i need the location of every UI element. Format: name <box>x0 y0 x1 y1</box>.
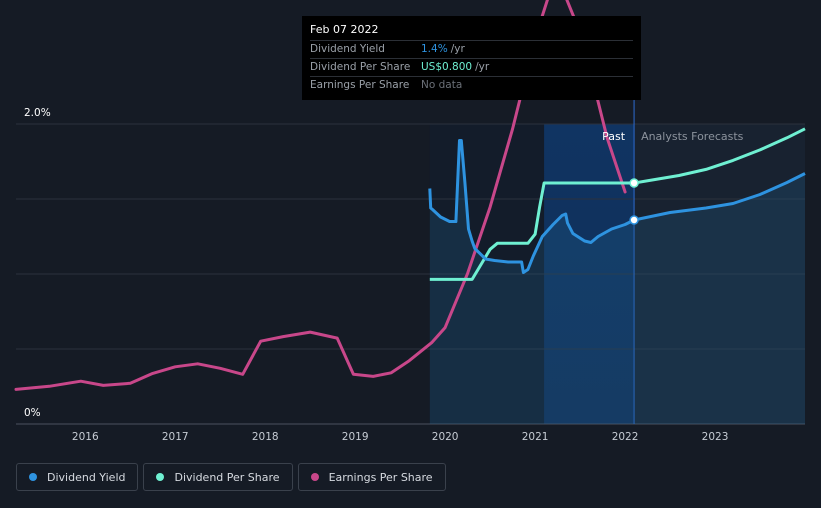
x-tick-label: 2016 <box>72 431 99 443</box>
tooltip-label: Dividend Yield <box>310 43 385 55</box>
tooltip-row-dividend-yield: Dividend Yield 1.4% /yr <box>310 40 633 58</box>
legend: Dividend Yield Dividend Per Share Earnin… <box>16 463 446 491</box>
tooltip-unit: /yr <box>475 61 490 73</box>
tooltip: Feb 07 2022 Dividend Yield 1.4% /yr Divi… <box>302 16 641 100</box>
x-tick-label: 2022 <box>612 431 639 443</box>
x-tick-label: 2023 <box>702 431 729 443</box>
legend-label: Dividend Yield <box>47 470 126 484</box>
dividend-yield-area <box>429 140 805 424</box>
tooltip-row-dividend-per-share: Dividend Per Share US$0.800 /yr <box>310 58 633 76</box>
legend-dot-icon <box>310 473 319 481</box>
x-tick-label: 2018 <box>252 431 279 443</box>
tooltip-value: 1.4% <box>421 43 448 55</box>
earnings-per-share-line <box>14 0 627 391</box>
forecast-label: Analysts Forecasts <box>641 130 744 143</box>
legend-item-earnings-per-share[interactable]: Earnings Per Share <box>297 463 446 491</box>
dividend-per-share-marker <box>629 178 639 188</box>
past-label: Past <box>602 130 626 143</box>
dividend-yield-marker <box>629 215 639 225</box>
tooltip-label: Earnings Per Share <box>310 79 410 91</box>
tooltip-value: No data <box>421 79 463 91</box>
y-tick-label: 0% <box>24 407 41 419</box>
legend-label: Dividend Per Share <box>174 470 280 484</box>
tooltip-unit: /yr <box>450 43 465 55</box>
x-tick-label: 2019 <box>342 431 369 443</box>
tooltip-date: Feb 07 2022 <box>310 23 379 36</box>
legend-dot-icon <box>156 473 165 481</box>
legend-label: Earnings Per Share <box>328 470 433 484</box>
legend-dot-icon <box>29 473 37 481</box>
x-tick-label: 2021 <box>522 431 549 443</box>
y-tick-label: 2.0% <box>24 107 51 119</box>
dividend-per-share-line <box>429 127 806 281</box>
legend-item-dividend-per-share[interactable]: Dividend Per Share <box>143 463 293 491</box>
tooltip-row-earnings-per-share: Earnings Per Share No data <box>310 76 633 94</box>
legend-item-dividend-yield[interactable]: Dividend Yield <box>16 463 139 491</box>
x-tick-label: 2017 <box>162 431 189 443</box>
tooltip-value: US$0.800 <box>421 61 473 73</box>
tooltip-label: Dividend Per Share <box>310 61 411 73</box>
x-tick-label: 2020 <box>432 431 459 443</box>
